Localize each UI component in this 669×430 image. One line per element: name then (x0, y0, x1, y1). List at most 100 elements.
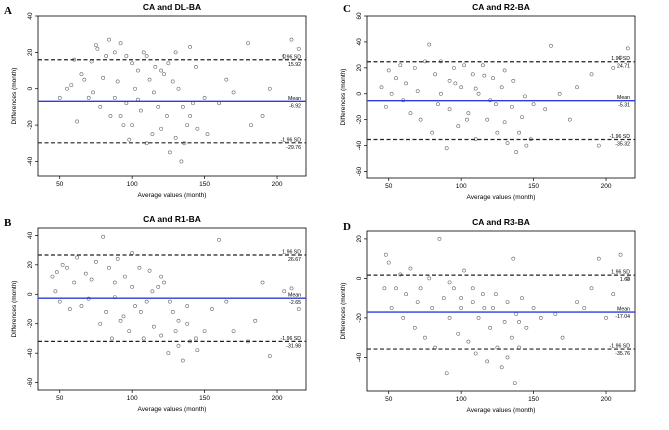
lower-line-value: -31.98 (286, 343, 301, 349)
y-tick-label: 60 (356, 12, 363, 20)
data-point (462, 268, 466, 273)
y-tick-label: 40 (27, 12, 34, 20)
data-point (104, 310, 108, 314)
data-point (441, 296, 446, 301)
data-point (625, 276, 630, 281)
data-point (289, 286, 294, 291)
data-point (121, 123, 126, 127)
data-point (115, 79, 120, 84)
lower-line-label: -1.96 SD (281, 336, 302, 342)
data-point (165, 114, 169, 118)
data-point (57, 95, 62, 100)
data-point (108, 114, 113, 118)
upper-line-value: 26.67 (288, 257, 301, 263)
data-point (156, 285, 161, 289)
y-tick-label: -40 (356, 352, 363, 362)
mean-line-label: Mean (288, 96, 301, 102)
data-point (502, 68, 507, 73)
data-point (150, 132, 155, 137)
x-axis-label: Average values (month) (467, 407, 536, 414)
data-point (123, 274, 127, 279)
data-point (101, 75, 106, 80)
data-point (170, 310, 175, 314)
lower-line-value: -29.76 (286, 145, 301, 151)
data-point (520, 296, 524, 301)
data-point (75, 255, 80, 260)
data-point (54, 270, 59, 275)
data-point (67, 307, 72, 311)
mean-line-label: Mean (288, 293, 301, 299)
data-point (246, 41, 250, 46)
data-point (147, 268, 152, 273)
data-point (543, 107, 548, 112)
data-point (447, 78, 452, 83)
data-point (618, 252, 623, 257)
panel-letter: B (4, 217, 12, 229)
data-point (520, 115, 524, 119)
data-point (459, 85, 464, 90)
data-point (398, 63, 403, 68)
data-point (459, 306, 464, 310)
data-point (589, 72, 594, 77)
data-point (224, 299, 229, 304)
data-point (150, 289, 155, 294)
data-point (296, 46, 301, 51)
data-point (267, 86, 272, 91)
data-point (159, 68, 164, 73)
data-point (72, 280, 77, 285)
y-tick-label: -60 (27, 378, 34, 388)
data-point (466, 339, 471, 344)
upper-line-value: 15.92 (288, 62, 301, 68)
data-point (144, 54, 149, 58)
data-point (173, 135, 178, 140)
data-point (133, 86, 137, 91)
data-point (412, 65, 417, 70)
data-point (94, 43, 98, 47)
data-point (379, 85, 384, 90)
y-tick-label: 20 (356, 64, 363, 72)
data-point (459, 296, 464, 301)
data-point (118, 114, 123, 118)
x-tick-label: 100 (127, 395, 138, 402)
data-point (144, 299, 149, 304)
data-point (444, 146, 449, 151)
x-tick-label: 150 (528, 396, 539, 403)
data-point (162, 72, 166, 77)
data-point (176, 318, 181, 323)
data-point (604, 316, 608, 320)
data-point (231, 90, 236, 95)
data-point (130, 123, 135, 127)
x-tick-label: 200 (601, 396, 612, 403)
data-point (98, 105, 103, 109)
data-point (202, 329, 207, 333)
data-point (69, 83, 74, 87)
plot-frame (37, 227, 307, 391)
data-point (524, 325, 529, 330)
data-point (296, 307, 301, 311)
panel-d: D CA and R3-BA 50 100 150 200 -40 -20 0 20 Average… (340, 217, 636, 414)
data-point (480, 63, 485, 68)
data-point (159, 274, 164, 279)
data-point (476, 316, 481, 320)
data-point (423, 335, 427, 340)
upper-line-label: 1.96 SD (611, 270, 630, 276)
data-point (523, 94, 527, 99)
data-point (394, 76, 398, 81)
data-point (488, 325, 493, 330)
plot-frame (366, 230, 636, 392)
panel-letter: A (4, 5, 12, 17)
data-point (415, 89, 420, 94)
mean-line-label: Mean (617, 95, 630, 101)
data-point (485, 359, 490, 364)
x-tick-label: 200 (272, 181, 283, 188)
data-point (482, 73, 487, 78)
data-point (217, 237, 221, 242)
y-tick-label: -20 (27, 319, 34, 329)
data-point (127, 329, 132, 333)
data-point (95, 46, 100, 51)
data-point (386, 68, 391, 73)
data-point (217, 101, 221, 106)
x-axis-label: Average values (month) (467, 194, 536, 201)
data-point (79, 304, 84, 308)
x-tick-label: 200 (601, 183, 612, 190)
